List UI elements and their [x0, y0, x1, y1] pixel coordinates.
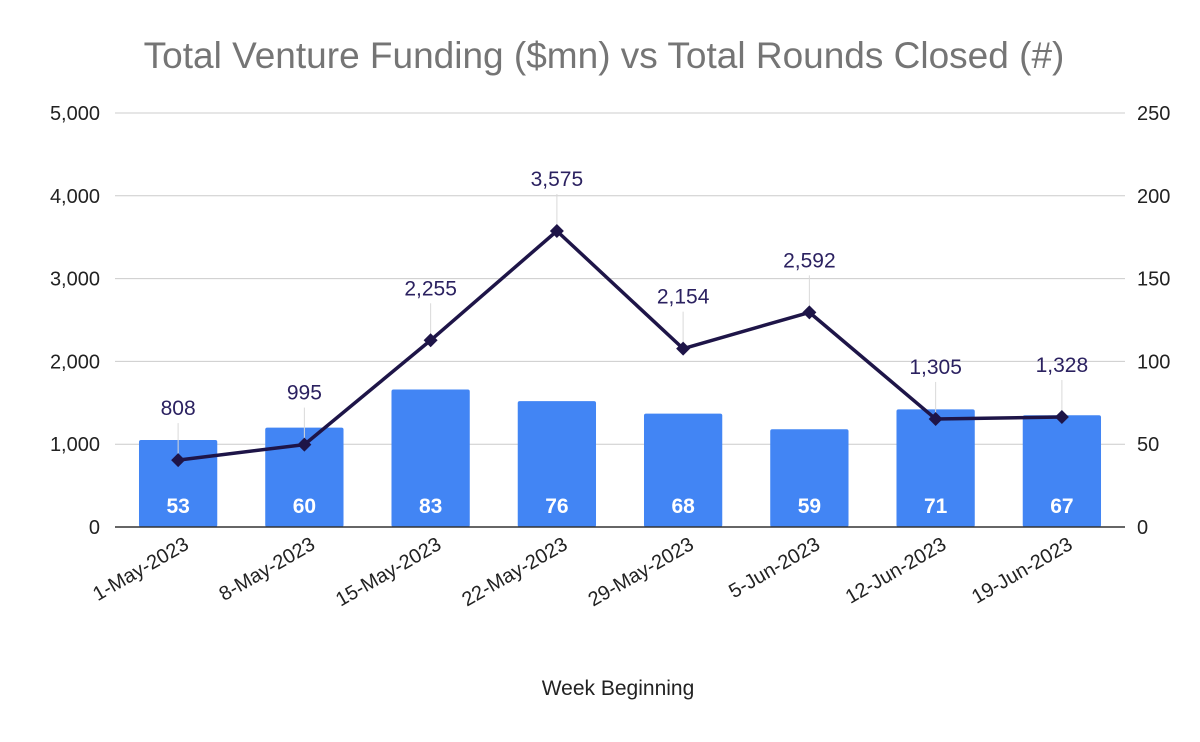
bar-label: 53: [166, 495, 189, 518]
left-tick-label: 0: [89, 517, 100, 539]
right-tick-label: 100: [1137, 351, 1170, 373]
bar: [643, 413, 723, 527]
left-tick-label: 2,000: [50, 351, 100, 373]
left-tick-label: 1,000: [50, 434, 100, 456]
bar-label: 60: [293, 495, 316, 518]
line-data-labels: 808 995 2,255 3,575 2,154 2,592 1,305 1,328: [161, 168, 1089, 420]
line-point: [802, 305, 817, 320]
right-tick-label: 50: [1137, 434, 1159, 456]
bar: [391, 389, 470, 527]
bar-label: 83: [419, 495, 442, 518]
bar: [770, 429, 849, 527]
x-tick-label: 19-Jun-2023: [968, 533, 1076, 608]
chart-title: Total Venture Funding ($mn) vs Total Rou…: [144, 35, 1065, 76]
line-point: [171, 453, 186, 468]
line-point: [928, 411, 943, 426]
bar-label: 71: [924, 495, 948, 518]
bar-label: 76: [545, 495, 568, 518]
line-point: [1054, 410, 1069, 425]
line-data-label: 2,592: [783, 249, 836, 272]
x-axis-title: Week Beginning: [542, 677, 695, 700]
bar-series: 53 60 83 76 68 59 71 67: [138, 389, 1102, 527]
right-tick-label: 0: [1137, 517, 1148, 539]
bar-label: 68: [671, 495, 695, 518]
gridlines: [115, 112, 1125, 445]
line-data-label: 995: [287, 382, 322, 405]
line-data-label: 3,575: [531, 168, 584, 191]
left-tick-label: 3,000: [50, 269, 100, 291]
right-axis-ticks: 0 50 100 150 200 250: [1137, 103, 1170, 539]
line-data-label: 1,305: [909, 356, 962, 379]
bar: [1022, 415, 1102, 527]
left-tick-label: 5,000: [50, 103, 100, 125]
series-line: [177, 229, 1062, 462]
right-tick-label: 150: [1137, 269, 1170, 291]
x-tick-label: 1-May-2023: [89, 533, 192, 605]
line-label-leaders: [177, 193, 1063, 457]
right-tick-label: 200: [1137, 186, 1170, 208]
x-tick-label: 8-May-2023: [215, 533, 318, 605]
line-data-label: 2,255: [404, 277, 457, 300]
line-point: [676, 341, 691, 356]
bar-label: 59: [798, 495, 821, 518]
line-data-label: 1,328: [1036, 354, 1089, 377]
line-point: [297, 437, 312, 452]
line-point: [549, 223, 564, 238]
bar: [265, 427, 344, 527]
x-tick-label: 29-May-2023: [585, 533, 698, 611]
bar: [896, 409, 975, 527]
line-point: [423, 333, 438, 348]
bar: [138, 440, 218, 527]
x-tick-label: 5-Jun-2023: [725, 533, 824, 603]
bar: [517, 401, 597, 527]
line-data-label: 2,154: [657, 286, 710, 309]
x-tick-label: 22-May-2023: [458, 533, 571, 611]
left-tick-label: 4,000: [50, 186, 100, 208]
line-series: [171, 223, 1069, 468]
right-tick-label: 250: [1137, 103, 1170, 125]
bar-label: 67: [1050, 495, 1073, 518]
x-tick-label: 12-Jun-2023: [842, 533, 950, 608]
x-tick-label: 15-May-2023: [332, 533, 445, 611]
line-data-label: 808: [161, 397, 196, 420]
x-axis-ticks: 1-May-2023 8-May-2023 15-May-2023 22-May-20…: [89, 533, 1076, 611]
left-axis-ticks: 0 1,000 2,000 3,000 4,000 5,000: [50, 103, 100, 539]
